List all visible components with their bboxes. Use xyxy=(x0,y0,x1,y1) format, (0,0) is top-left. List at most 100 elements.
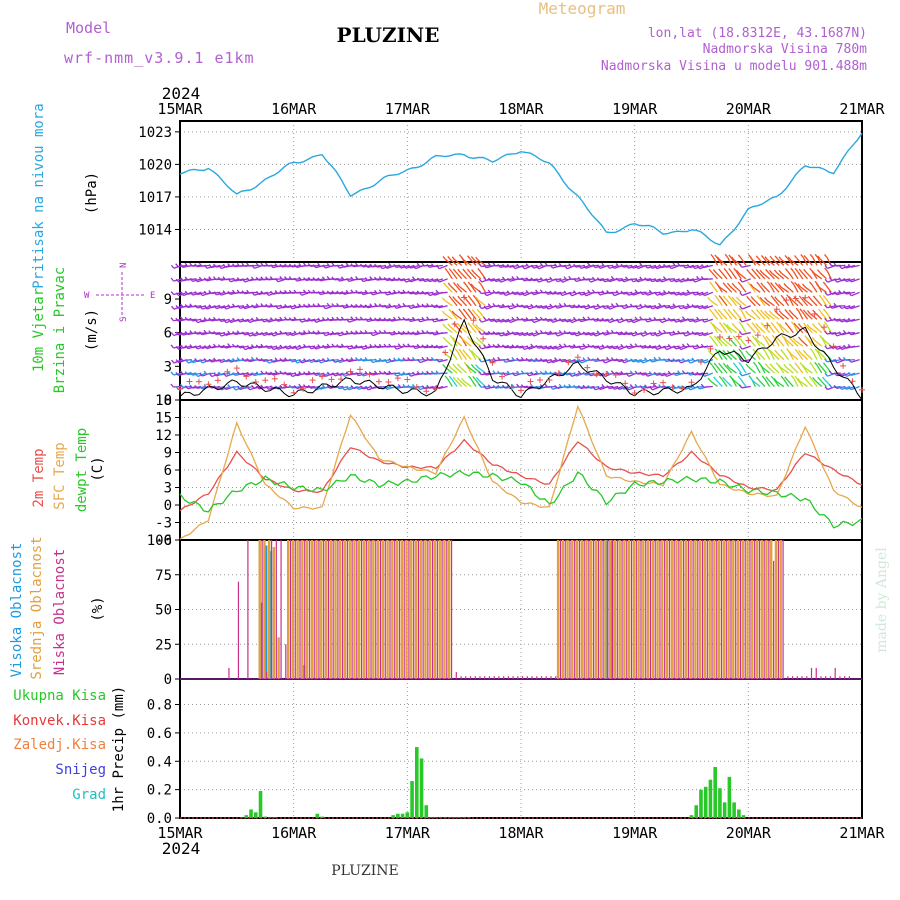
wind-barb-flag xyxy=(393,357,397,362)
wind-barb xyxy=(446,270,453,280)
wind-barb xyxy=(814,339,823,347)
wind-barb xyxy=(773,298,780,307)
wind-barb-flag xyxy=(732,308,737,313)
wind-barb-flag xyxy=(644,384,648,389)
wind-barb xyxy=(599,358,609,362)
wind-barb-flag xyxy=(497,343,501,348)
wind-barb xyxy=(590,358,600,361)
wind-barb-flag xyxy=(606,329,610,334)
wind-barb-flag xyxy=(350,357,354,361)
wind-barb-flag xyxy=(326,357,331,362)
wind-barb xyxy=(459,286,467,293)
wind-barb-flag xyxy=(663,263,667,268)
wind-barb-flag xyxy=(745,363,750,368)
wind-barb xyxy=(825,298,832,307)
wind-barb-flag xyxy=(345,358,350,363)
compass-n: N xyxy=(119,263,129,268)
wind-barb-flag xyxy=(369,343,373,348)
wind-barb-flag xyxy=(448,348,453,353)
wind-barb-flag xyxy=(649,278,653,283)
wind-barb xyxy=(742,278,751,283)
low-cloud-bar xyxy=(384,540,386,679)
low-cloud-bar xyxy=(540,676,543,679)
wind-barb-flag xyxy=(738,331,743,335)
low-cloud-bar xyxy=(360,540,363,679)
wind-barb-flag xyxy=(701,305,705,309)
wind-barb-flag xyxy=(284,345,288,350)
wind-barb-flag xyxy=(402,343,406,348)
wind-barb-flag xyxy=(672,303,676,308)
mid-cloud-bar xyxy=(357,540,361,679)
low-cloud-bar xyxy=(815,667,817,679)
mid-cloud-bar xyxy=(665,540,669,679)
wind-barb-flag xyxy=(696,305,701,310)
wind-barb xyxy=(451,378,458,387)
wind-barb xyxy=(470,284,477,293)
wind-barb-flag xyxy=(255,291,260,295)
pressure-tick-label: 1017 xyxy=(138,190,172,206)
wind-barb-flag xyxy=(184,304,189,308)
wind-barb-flag xyxy=(707,350,712,354)
low-cloud-bar xyxy=(370,540,372,679)
wind-barb-flag xyxy=(388,317,392,322)
wind-barb-flag xyxy=(754,337,759,342)
mid-cloud-bar xyxy=(339,540,342,679)
wind-barb-flag xyxy=(241,357,246,362)
wind-barb xyxy=(786,339,794,347)
wind-barb-flag xyxy=(241,278,246,283)
wind-barb xyxy=(730,271,738,280)
wind-barb-flag xyxy=(251,291,255,296)
wind-barb xyxy=(523,385,533,389)
wind-barb-flag xyxy=(751,335,756,340)
wind-barb-flag xyxy=(199,359,203,364)
wind-barb-flag xyxy=(615,277,620,282)
wind-barb xyxy=(632,305,642,308)
wind-barb-flag xyxy=(483,264,487,269)
wind-barb-flag xyxy=(601,372,606,377)
temp-tick-label: -3 xyxy=(155,516,172,532)
wind-barb-flag xyxy=(629,303,634,308)
date-tick-label-bottom: 21MAR xyxy=(839,824,885,842)
wind-barb-flag xyxy=(828,384,833,389)
wind-barb-flag xyxy=(251,372,255,376)
wind-barb xyxy=(796,258,804,266)
wind-barb-flag xyxy=(307,289,312,294)
wind-barb-flag xyxy=(708,268,713,273)
wind-barb-flag xyxy=(738,321,743,326)
wind-barb-flag xyxy=(722,282,727,287)
wind-barb-flag xyxy=(331,330,336,335)
wind-barb-flag xyxy=(848,386,852,391)
low-cloud-bar xyxy=(683,540,685,679)
pressure-panel-frame xyxy=(179,120,863,263)
wind-barb-flag xyxy=(587,289,591,294)
wind-barb-flag xyxy=(838,372,843,377)
wind-barb-flag xyxy=(728,268,732,272)
wind-barb-flag xyxy=(317,277,321,282)
wind-barb-flag xyxy=(189,303,193,308)
meteogram-label: Meteogram xyxy=(539,0,626,18)
wind-barb-flag xyxy=(521,277,525,282)
wind-barb-flag xyxy=(738,361,742,366)
wind-barb-flag xyxy=(610,275,615,280)
wind-barb-flag xyxy=(563,276,567,281)
wind-barb-flag xyxy=(341,331,345,336)
wind-barb xyxy=(768,325,775,334)
precip-bar xyxy=(457,817,462,818)
wind-barb-flag xyxy=(460,256,465,261)
wind-barb xyxy=(552,332,562,335)
wind-barb-flag xyxy=(726,282,731,287)
wind-barb xyxy=(386,332,396,335)
wind-barb xyxy=(291,278,301,281)
precip-bar xyxy=(708,779,713,818)
wind-barb-flag xyxy=(582,371,587,376)
wind-barb-flag xyxy=(392,289,397,294)
wind-barb-flag xyxy=(250,344,255,348)
date-tick-label-bottom: 15MAR xyxy=(157,824,203,842)
wind-barb-flag xyxy=(686,371,691,376)
wind-barb-flag xyxy=(199,292,203,297)
wind-barb-flag xyxy=(667,290,672,295)
wind-barb-flag xyxy=(682,277,686,282)
wind-barb-flag xyxy=(407,330,411,335)
wind-barb-flag xyxy=(616,385,620,390)
wind-barb-flag xyxy=(733,267,737,272)
